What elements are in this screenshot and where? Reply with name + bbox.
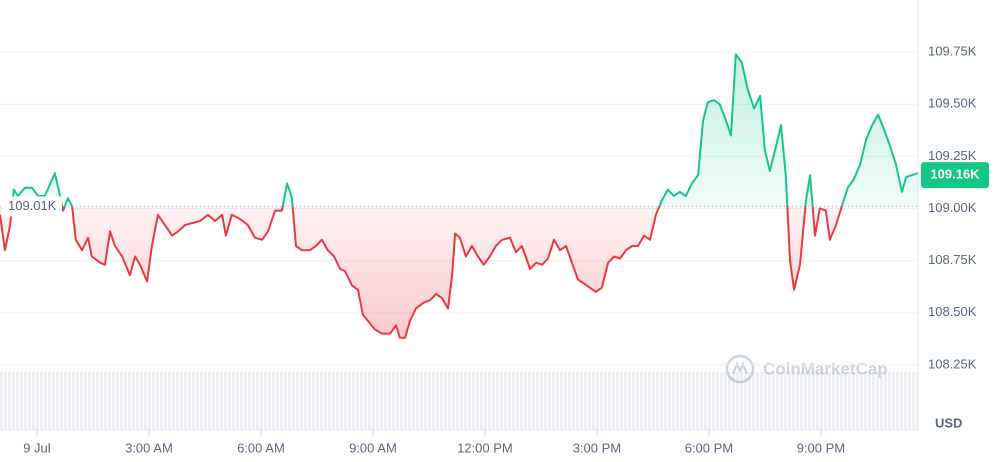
x-tick-label: 6:00 AM xyxy=(237,440,285,455)
y-tick-label: 108.75K xyxy=(928,252,977,267)
baseline-label-bg xyxy=(2,196,62,217)
x-tick-label: 6:00 PM xyxy=(685,440,733,455)
watermark-logo xyxy=(725,354,755,384)
price-line xyxy=(0,53,919,339)
price-area xyxy=(0,54,918,338)
x-tick-label: 9:00 AM xyxy=(349,440,397,455)
baseline-label: 109.01K xyxy=(8,198,57,213)
y-tick-label: 109.50K xyxy=(928,96,977,111)
y-tick-label: 109.00K xyxy=(928,200,977,215)
x-tick-label: 9 Jul xyxy=(23,440,51,455)
x-tick-label: 3:00 PM xyxy=(573,440,621,455)
y-tick-label: 109.25K xyxy=(928,148,977,163)
watermark: CoinMarketCap xyxy=(725,354,888,384)
last-price-tag xyxy=(921,162,989,189)
watermark-text: CoinMarketCap xyxy=(763,359,888,378)
y-tick-label: 108.25K xyxy=(928,356,977,371)
x-tick-label: 12:00 PM xyxy=(457,440,513,455)
currency-label: USD xyxy=(935,415,962,430)
y-tick-label: 109.75K xyxy=(928,44,977,59)
y-tick-label: 108.50K xyxy=(928,304,977,319)
watermark-logo xyxy=(731,361,749,375)
x-tick-label: 3:00 AM xyxy=(125,440,173,455)
x-tick-label: 9:00 PM xyxy=(797,440,845,455)
volume-strip xyxy=(0,372,918,430)
last-price-label: 109.16K xyxy=(930,167,980,182)
